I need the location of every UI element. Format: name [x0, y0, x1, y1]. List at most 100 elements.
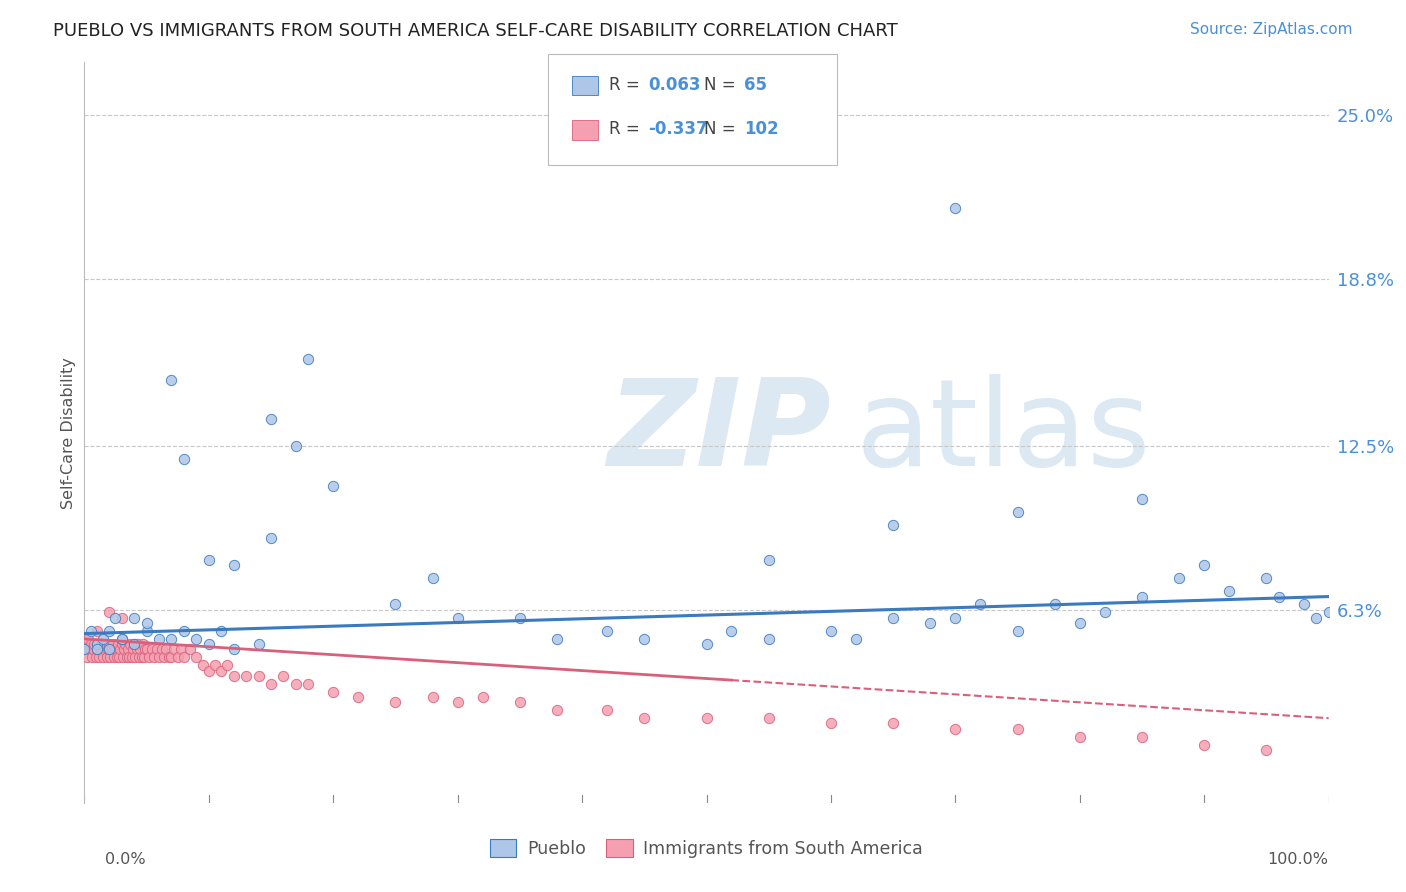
Text: ZIP: ZIP: [607, 374, 831, 491]
Point: [247, 637, 270, 651]
Point: [145, 642, 167, 657]
Point: [83, 637, 105, 651]
Point: [157, 650, 180, 665]
Text: 0.0%: 0.0%: [105, 852, 146, 867]
Text: N =: N =: [704, 120, 741, 138]
Point: [1192, 738, 1215, 752]
Text: 100.0%: 100.0%: [1268, 852, 1329, 867]
Point: [104, 611, 127, 625]
Point: [132, 637, 155, 651]
Point: [1094, 606, 1116, 620]
Point: [197, 637, 221, 651]
Point: [98, 637, 121, 651]
Point: [84, 650, 107, 665]
Point: [758, 552, 780, 566]
Point: [160, 650, 183, 665]
Point: [94, 637, 117, 651]
Point: [209, 624, 232, 638]
Point: [143, 650, 166, 665]
Point: [97, 642, 120, 657]
Point: [347, 690, 370, 704]
Point: [882, 716, 904, 731]
Point: [86, 637, 108, 651]
Point: [79, 642, 101, 657]
Text: 65: 65: [744, 76, 766, 94]
Point: [186, 632, 208, 646]
Point: [138, 650, 160, 665]
Point: [297, 677, 319, 691]
Point: [107, 637, 129, 651]
Point: [471, 690, 494, 704]
Point: [98, 606, 121, 620]
Point: [80, 650, 103, 665]
Point: [122, 642, 145, 657]
Point: [127, 637, 149, 651]
Point: [1130, 590, 1153, 604]
Point: [222, 558, 245, 572]
Point: [111, 611, 134, 625]
Point: [273, 669, 295, 683]
Point: [129, 642, 152, 657]
Point: [122, 637, 145, 651]
Point: [90, 642, 112, 657]
Point: [115, 650, 138, 665]
Point: [1043, 598, 1066, 612]
Point: [1317, 606, 1340, 620]
Text: -0.337: -0.337: [648, 120, 707, 138]
Point: [101, 637, 124, 651]
Point: [422, 571, 444, 585]
Legend: Pueblo, Immigrants from South America: Pueblo, Immigrants from South America: [484, 832, 929, 864]
Point: [73, 642, 96, 657]
Point: [509, 611, 531, 625]
Point: [384, 695, 406, 709]
Point: [297, 351, 319, 366]
Point: [1007, 624, 1029, 638]
Point: [235, 669, 257, 683]
Point: [546, 632, 568, 646]
Text: 0.063: 0.063: [648, 76, 700, 94]
Point: [1130, 730, 1153, 744]
Point: [1130, 491, 1153, 506]
Point: [1069, 730, 1091, 744]
Point: [260, 677, 283, 691]
Point: [596, 624, 619, 638]
Point: [75, 642, 97, 657]
Point: [945, 722, 967, 736]
Point: [284, 677, 307, 691]
Point: [141, 642, 163, 657]
Point: [155, 642, 177, 657]
Point: [384, 598, 406, 612]
Point: [135, 615, 157, 630]
Point: [1256, 743, 1278, 757]
Point: [1192, 558, 1215, 572]
Point: [633, 711, 655, 725]
Text: R =: R =: [609, 76, 645, 94]
Point: [135, 642, 157, 657]
Text: N =: N =: [704, 76, 741, 94]
Point: [173, 624, 195, 638]
Point: [1168, 571, 1191, 585]
Point: [447, 695, 470, 709]
Point: [166, 650, 188, 665]
Point: [1268, 590, 1291, 604]
Point: [758, 632, 780, 646]
Point: [132, 650, 155, 665]
Text: 102: 102: [744, 120, 779, 138]
Point: [945, 201, 967, 215]
Point: [882, 611, 904, 625]
Point: [160, 373, 183, 387]
Point: [322, 685, 344, 699]
Point: [91, 650, 114, 665]
Point: [122, 611, 145, 625]
Point: [247, 669, 270, 683]
Point: [696, 711, 718, 725]
Point: [1256, 571, 1278, 585]
Point: [148, 650, 170, 665]
Point: [100, 642, 122, 657]
Point: [204, 658, 226, 673]
Point: [100, 650, 122, 665]
Point: [148, 632, 170, 646]
Point: [89, 650, 111, 665]
Point: [284, 439, 307, 453]
Point: [110, 642, 132, 657]
